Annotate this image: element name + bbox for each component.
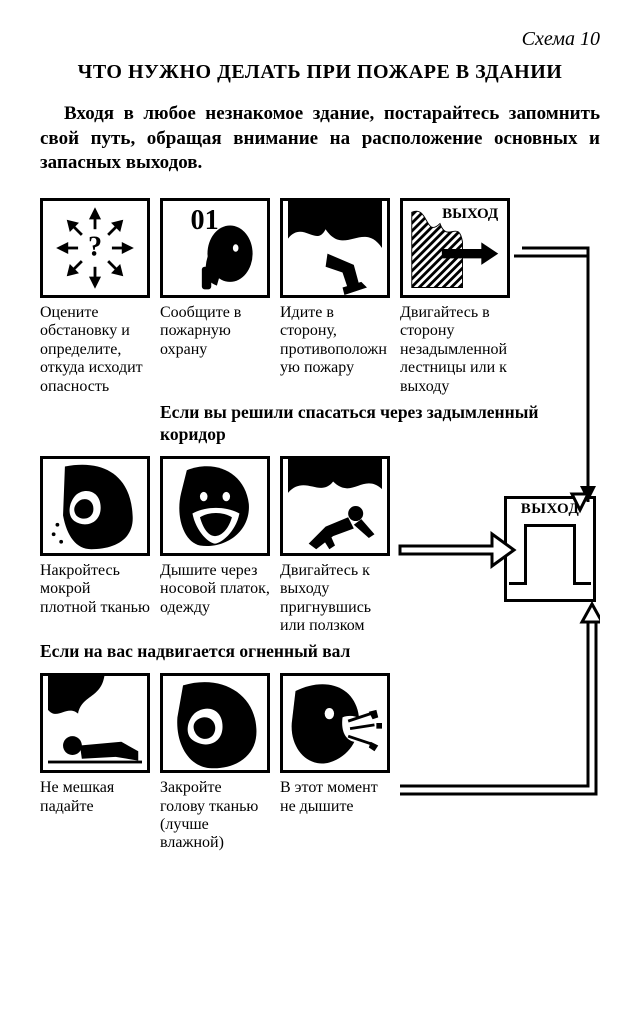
pic-walk-away-fire xyxy=(280,198,390,298)
pic-fall-down xyxy=(40,673,150,773)
row-1: ? Оцените обстановку и определите, откуд… xyxy=(40,198,600,396)
row-3: Не мешкая падайте Закройте голову тканью… xyxy=(40,673,600,853)
subhead-row2: Если вы решили спасаться через задымленн… xyxy=(160,402,600,446)
caption-r3c2: Закройте голову тканью (лучше влажной) xyxy=(160,779,270,853)
caption-r3c3: В этот момент не дышите xyxy=(280,779,390,816)
diagram-area: ? Оцените обстановку и определите, откуд… xyxy=(40,198,600,853)
pic-dont-breathe xyxy=(280,673,390,773)
door-icon xyxy=(524,524,576,582)
pic-move-to-exit: ВЫХОД xyxy=(400,198,510,298)
subhead-row3: Если на вас надвигается огненный вал xyxy=(40,641,600,663)
pic-call-fire-dept: 01 xyxy=(160,198,270,298)
pic-assess-danger: ? xyxy=(40,198,150,298)
panel-r1c1: ? Оцените обстановку и определите, откуд… xyxy=(40,198,150,396)
pic-cover-wet-cloth xyxy=(40,456,150,556)
pic-breathe-through-cloth xyxy=(160,456,270,556)
svg-text:01: 01 xyxy=(191,205,219,236)
panel-r2c2: Дышите через носовой платок, одежду xyxy=(160,456,270,636)
page-title: ЧТО НУЖНО ДЕЛАТЬ ПРИ ПОЖАРЕ В ЗДАНИИ xyxy=(40,61,600,84)
panel-r2c3: Двигайтесь к выходу пригнувшись или полз… xyxy=(280,456,390,636)
panel-r3c1: Не мешкая падайте xyxy=(40,673,150,853)
caption-r1c1: Оцените обстановку и определите, откуда … xyxy=(40,304,150,396)
caption-r2c2: Дышите через носовой платок, одежду xyxy=(160,562,270,617)
caption-r1c2: Сообщите в пожарную охрану xyxy=(160,304,270,359)
schema-label: Схема 10 xyxy=(40,28,600,51)
panel-r1c2: 01 Сообщите в пожарную охрану xyxy=(160,198,270,396)
pic-crawl-to-exit xyxy=(280,456,390,556)
intro-text: Входя в любое незнакомое здание, постара… xyxy=(40,102,600,176)
panel-r1c4: ВЫХОД Двигайтесь в сторону незадымленной… xyxy=(400,198,510,396)
panel-r1c3: Идите в сторону, противоположную пожару xyxy=(280,198,390,396)
panel-r3c2: Закройте голову тканью (лучше влажной) xyxy=(160,673,270,853)
panel-r3c3: В этот момент не дышите xyxy=(280,673,390,853)
caption-r1c3: Идите в сторону, противоположную пожару xyxy=(280,304,390,378)
pic-cover-head xyxy=(160,673,270,773)
caption-r2c1: Накройтесь мокрой плотной тканью xyxy=(40,562,150,617)
caption-r2c3: Двигайтесь к выходу пригнувшись или полз… xyxy=(280,562,390,636)
svg-text:?: ? xyxy=(88,232,102,263)
exit-box-label: ВЫХОД xyxy=(521,501,580,518)
exit-in-pic: ВЫХОД xyxy=(442,206,499,222)
caption-r1c4: Двигайтесь в сторону незадымленной лестн… xyxy=(400,304,510,396)
panel-r2c1: Накройтесь мокрой плотной тканью xyxy=(40,456,150,636)
exit-target-box: ВЫХОД xyxy=(504,496,596,602)
caption-r3c1: Не мешкая падайте xyxy=(40,779,150,816)
